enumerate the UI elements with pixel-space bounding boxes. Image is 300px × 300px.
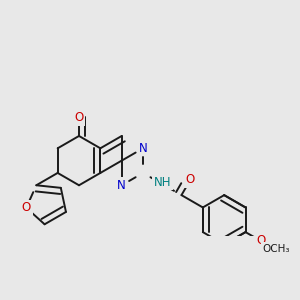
Text: O: O (256, 235, 266, 248)
Text: O: O (22, 201, 31, 214)
Text: N: N (117, 179, 126, 192)
Text: OCH₃: OCH₃ (263, 244, 290, 254)
Text: NH: NH (154, 176, 171, 189)
Text: O: O (186, 173, 195, 186)
Text: N: N (139, 142, 147, 155)
Text: O: O (74, 111, 84, 124)
